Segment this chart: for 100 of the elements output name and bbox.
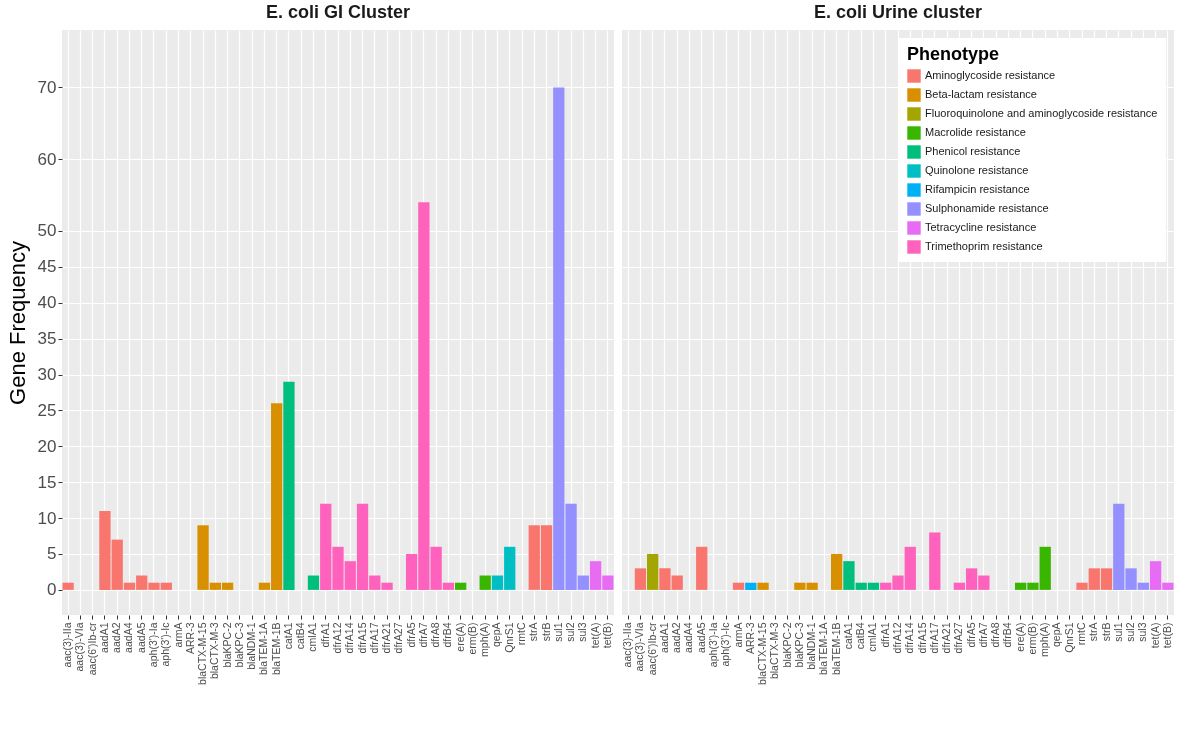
x-tick-label: dfrA21	[380, 622, 393, 654]
x-tick-label: sul1	[551, 622, 564, 642]
x-tick-label: blaKPC-2	[780, 622, 793, 668]
x-tick-label: dfrA15	[915, 622, 928, 654]
x-tick-label: tet(B)	[1160, 622, 1173, 649]
x-tick-label: aac(3)-IIa	[621, 622, 634, 668]
bar	[283, 381, 295, 590]
x-tick-label: rmtC	[1075, 622, 1087, 646]
x-tick-label: catA1	[281, 622, 294, 650]
x-tick-label: dfrA8	[989, 622, 1002, 648]
bar	[696, 546, 708, 590]
x-tick-label: aph(3')-Ic	[719, 622, 732, 667]
x-tick-label: dfrA1	[878, 622, 891, 648]
x-tick-label: sul3	[1136, 622, 1149, 642]
x-tick-label: dfrB4	[1001, 622, 1014, 648]
legend-label: Quinolone resistance	[925, 164, 1029, 176]
x-tick-label: armA	[171, 622, 184, 648]
bar	[479, 575, 491, 590]
x-tick-label: qepA	[1050, 622, 1063, 648]
x-tick-label: aac(6')Ib-cr	[645, 622, 658, 676]
x-tick-label: aadA5	[134, 622, 147, 653]
legend-label: Macrolide resistance	[925, 126, 1026, 138]
x-tick-label: catA1	[841, 622, 854, 650]
x-tick-label: mph(A)	[478, 622, 491, 657]
x-tick-label: aadA1	[97, 622, 110, 653]
y-tick-label: 40	[37, 293, 57, 313]
y-tick-label: 30	[37, 365, 57, 385]
y-axis-title: Gene Frequency	[4, 241, 30, 405]
x-tick-label: blaKPC-3	[232, 622, 245, 668]
bar	[455, 582, 467, 590]
legend-label: Fluoroquinolone and aminoglycoside resistance	[925, 107, 1158, 119]
y-tick-label: 25	[37, 400, 57, 420]
x-tick-label: dfrA1	[318, 622, 331, 648]
legend-label: Beta-lactam resistance	[925, 88, 1037, 100]
x-tick-label: strA	[1087, 622, 1100, 642]
x-tick-label: blaKPC-2	[220, 622, 233, 668]
x-tick-label: tet(A)	[588, 622, 601, 649]
x-tick-label: sul2	[564, 622, 577, 642]
chart-title: E. coli Urine cluster	[813, 2, 983, 22]
bar	[62, 582, 74, 590]
x-tick-label: aadA4	[682, 622, 695, 653]
legend-label: Trimethoprim resistance	[925, 240, 1043, 252]
x-tick-label: strB	[1099, 622, 1112, 642]
x-tick-label: dfrA7	[416, 622, 429, 648]
x-tick-label: qepA	[490, 622, 503, 648]
x-tick-label: mph(A)	[1038, 622, 1051, 657]
bar	[757, 582, 769, 590]
x-tick-label: aac(3)-VIa	[73, 622, 86, 672]
x-tick-label: dfrA27	[952, 622, 965, 654]
bar	[634, 568, 647, 590]
y-tick-label: 50	[37, 221, 57, 241]
x-tick-label: dfrA14	[903, 622, 916, 654]
x-tick-label: strA	[527, 622, 540, 642]
x-tick-label: blaCTX-M-3	[208, 622, 221, 680]
x-tick-label: blaTEM-1B	[269, 622, 282, 676]
y-tick-label: 15	[37, 472, 57, 492]
chart-title: E. coli GI Cluster	[265, 2, 411, 22]
x-tick-label: blaNDM-1	[245, 622, 258, 670]
x-tick-label: dfrA8	[429, 622, 442, 648]
x-tick-label: dfrA12	[891, 622, 903, 654]
x-tick-label: rmtC	[515, 622, 527, 646]
bar	[831, 553, 843, 590]
x-tick-label: QnrS1	[502, 622, 515, 653]
bar	[307, 575, 320, 590]
x-tick-label: ARR-3	[743, 622, 756, 655]
x-tick-label: tet(A)	[1148, 622, 1161, 649]
bar	[929, 532, 941, 590]
x-tick-label: dfrA5	[964, 622, 977, 648]
legend-label: Tetracycline resistance	[925, 221, 1037, 233]
legend-label: Phenicol resistance	[925, 145, 1021, 157]
x-tick-label: dfrA17	[367, 622, 380, 654]
x-tick-label: aac(6')Ib-cr	[85, 622, 98, 676]
x-tick-label: cmlA1	[306, 622, 319, 652]
x-tick-label: blaCTX-M-15	[196, 622, 209, 685]
x-tick-label: aac(3)-IIa	[61, 622, 74, 668]
x-tick-label: aph(3')-Ia	[707, 622, 719, 668]
x-tick-label: ARR-3	[183, 622, 196, 655]
x-tick-label: QnrS1	[1062, 622, 1075, 653]
x-tick-label: blaTEM-1B	[829, 622, 842, 676]
x-tick-label: dfrB4	[441, 622, 454, 648]
y-tick-label: 20	[37, 436, 57, 456]
x-tick-label: blaNDM-1	[805, 622, 818, 670]
y-tick-label: 70	[37, 77, 57, 97]
x-tick-label: aph(3')-Ic	[159, 622, 172, 667]
legend-label: Aminoglycoside resistance	[925, 69, 1056, 81]
x-tick-label: ere(A)	[453, 622, 466, 652]
x-tick-label: dfrA7	[976, 622, 989, 648]
x-tick-label: aadA1	[657, 622, 670, 653]
x-tick-label: sul1	[1111, 622, 1124, 642]
x-tick-label: aadA5	[694, 622, 707, 653]
x-tick-label: aadA2	[670, 622, 683, 653]
y-tick-label: 10	[37, 508, 57, 528]
x-tick-label: cmlA1	[866, 622, 879, 652]
x-tick-label: blaTEM-1A	[257, 622, 270, 676]
x-tick-label: ere(A)	[1013, 622, 1026, 652]
x-tick-label: strB	[539, 622, 552, 642]
x-tick-label: aadA2	[110, 622, 123, 653]
x-tick-label: erm(B)	[1025, 622, 1038, 655]
y-tick-label: 35	[37, 329, 57, 349]
x-tick-label: aadA4	[122, 622, 135, 653]
